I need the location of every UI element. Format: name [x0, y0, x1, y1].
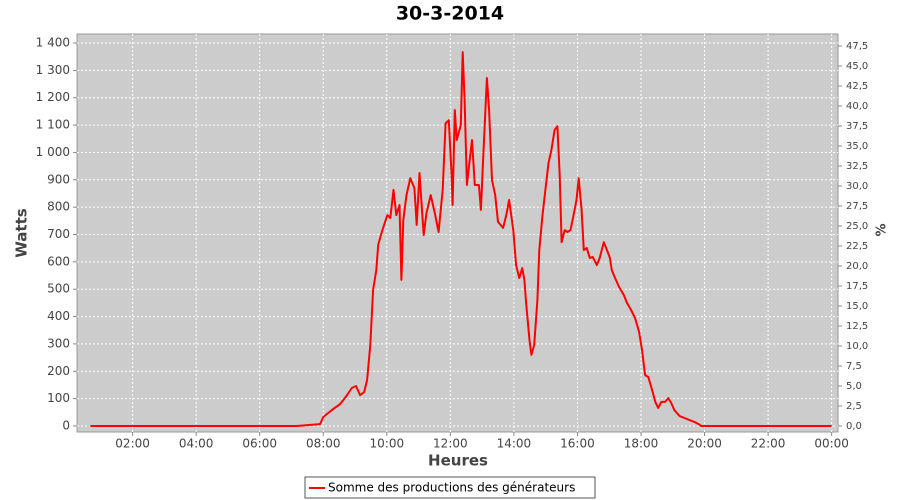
y-tick-label: 1 100	[36, 118, 70, 132]
y2-tick-label: 30,0	[846, 181, 868, 192]
y2-tick-label: 37,5	[846, 121, 868, 132]
x-tick-label: 18:00	[624, 437, 659, 451]
y2-tick-label: 0,0	[846, 421, 862, 432]
y-tick-label: 1 400	[36, 36, 70, 50]
y-tick-label: 0	[62, 418, 70, 432]
y2-tick-label: 5,0	[846, 381, 862, 392]
y-tick-label: 300	[47, 336, 70, 350]
y-axis-label: Watts	[13, 208, 31, 257]
y2-tick-label: 17,5	[846, 281, 868, 292]
y2-tick-label: 45,0	[846, 61, 868, 72]
y2-tick-label: 2,5	[846, 401, 862, 412]
grid	[77, 34, 838, 432]
x-tick-label: 22:00	[751, 437, 786, 451]
legend-label: Somme des productions des générateurs	[328, 481, 575, 495]
x-tick-label: 08:00	[306, 437, 341, 451]
x-tick-label: 10:00	[370, 437, 405, 451]
x-tick-label: 16:00	[560, 437, 595, 451]
x-tick-label: 14:00	[497, 437, 532, 451]
y-tick-label: 1 000	[36, 145, 70, 159]
legend: Somme des productions des générateurs	[304, 476, 596, 499]
y-tick-label: 400	[47, 309, 70, 323]
plot-area	[76, 33, 839, 433]
y2-tick-label: 10,0	[846, 341, 868, 352]
y2-tick-label: 42,5	[846, 81, 868, 92]
x-tick-label: 06:00	[242, 437, 277, 451]
y-tick-label: 600	[47, 254, 70, 268]
y2-tick-label: 47,5	[846, 41, 868, 52]
x-tick-label: 04:00	[179, 437, 214, 451]
y2-tick-label: 35,0	[846, 141, 868, 152]
y2-tick-label: 25,0	[846, 221, 868, 232]
chart-title: 30-3-2014	[396, 3, 504, 25]
y-tick-label: 500	[47, 282, 70, 296]
y2-tick-label: 40,0	[846, 101, 868, 112]
x-tick-label: 12:00	[433, 437, 468, 451]
y2-tick-label: 20,0	[846, 261, 868, 272]
y2-tick-label: 12,5	[846, 321, 868, 332]
legend-box	[304, 476, 596, 499]
y2-tick-label: 32,5	[846, 161, 868, 172]
x-axis-label: Heures	[428, 452, 488, 470]
y-tick-label: 700	[47, 227, 70, 241]
y2-axis-label: %	[875, 223, 890, 236]
y2-tick-label: 22,5	[846, 241, 868, 252]
data-line	[90, 51, 832, 427]
x-tick-label: 20:00	[687, 437, 722, 451]
y-tick-label: 1 300	[36, 63, 70, 77]
x-tick-label: 00:00	[814, 437, 849, 451]
x-tick-label: 02:00	[115, 437, 150, 451]
y-tick-label: 100	[47, 391, 70, 405]
y-tick-label: 900	[47, 172, 70, 186]
y-tick-label: 800	[47, 200, 70, 214]
y2-tick-label: 15,0	[846, 301, 868, 312]
y-tick-label: 200	[47, 364, 70, 378]
y2-tick-label: 7,5	[846, 361, 862, 372]
y2-tick-label: 27,5	[846, 201, 868, 212]
y-tick-label: 1 200	[36, 90, 70, 104]
